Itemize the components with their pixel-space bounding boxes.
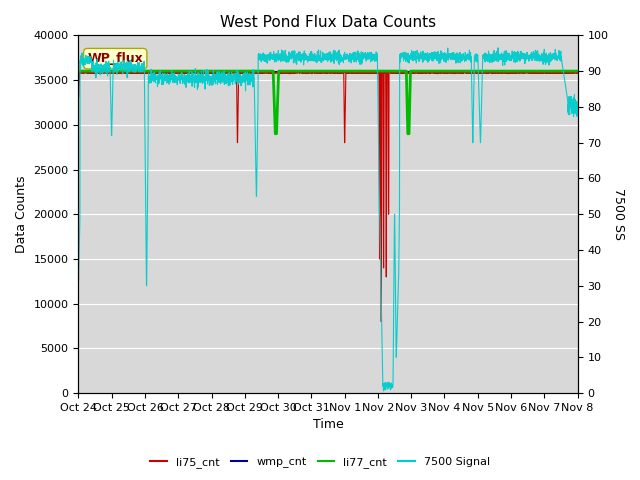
Legend: li75_cnt, wmp_cnt, li77_cnt, 7500 Signal: li75_cnt, wmp_cnt, li77_cnt, 7500 Signal [146, 452, 494, 472]
X-axis label: Time: Time [312, 419, 344, 432]
Y-axis label: 7500 SS: 7500 SS [612, 188, 625, 240]
Title: West Pond Flux Data Counts: West Pond Flux Data Counts [220, 15, 436, 30]
Text: WP_flux: WP_flux [88, 52, 143, 65]
Y-axis label: Data Counts: Data Counts [15, 176, 28, 253]
